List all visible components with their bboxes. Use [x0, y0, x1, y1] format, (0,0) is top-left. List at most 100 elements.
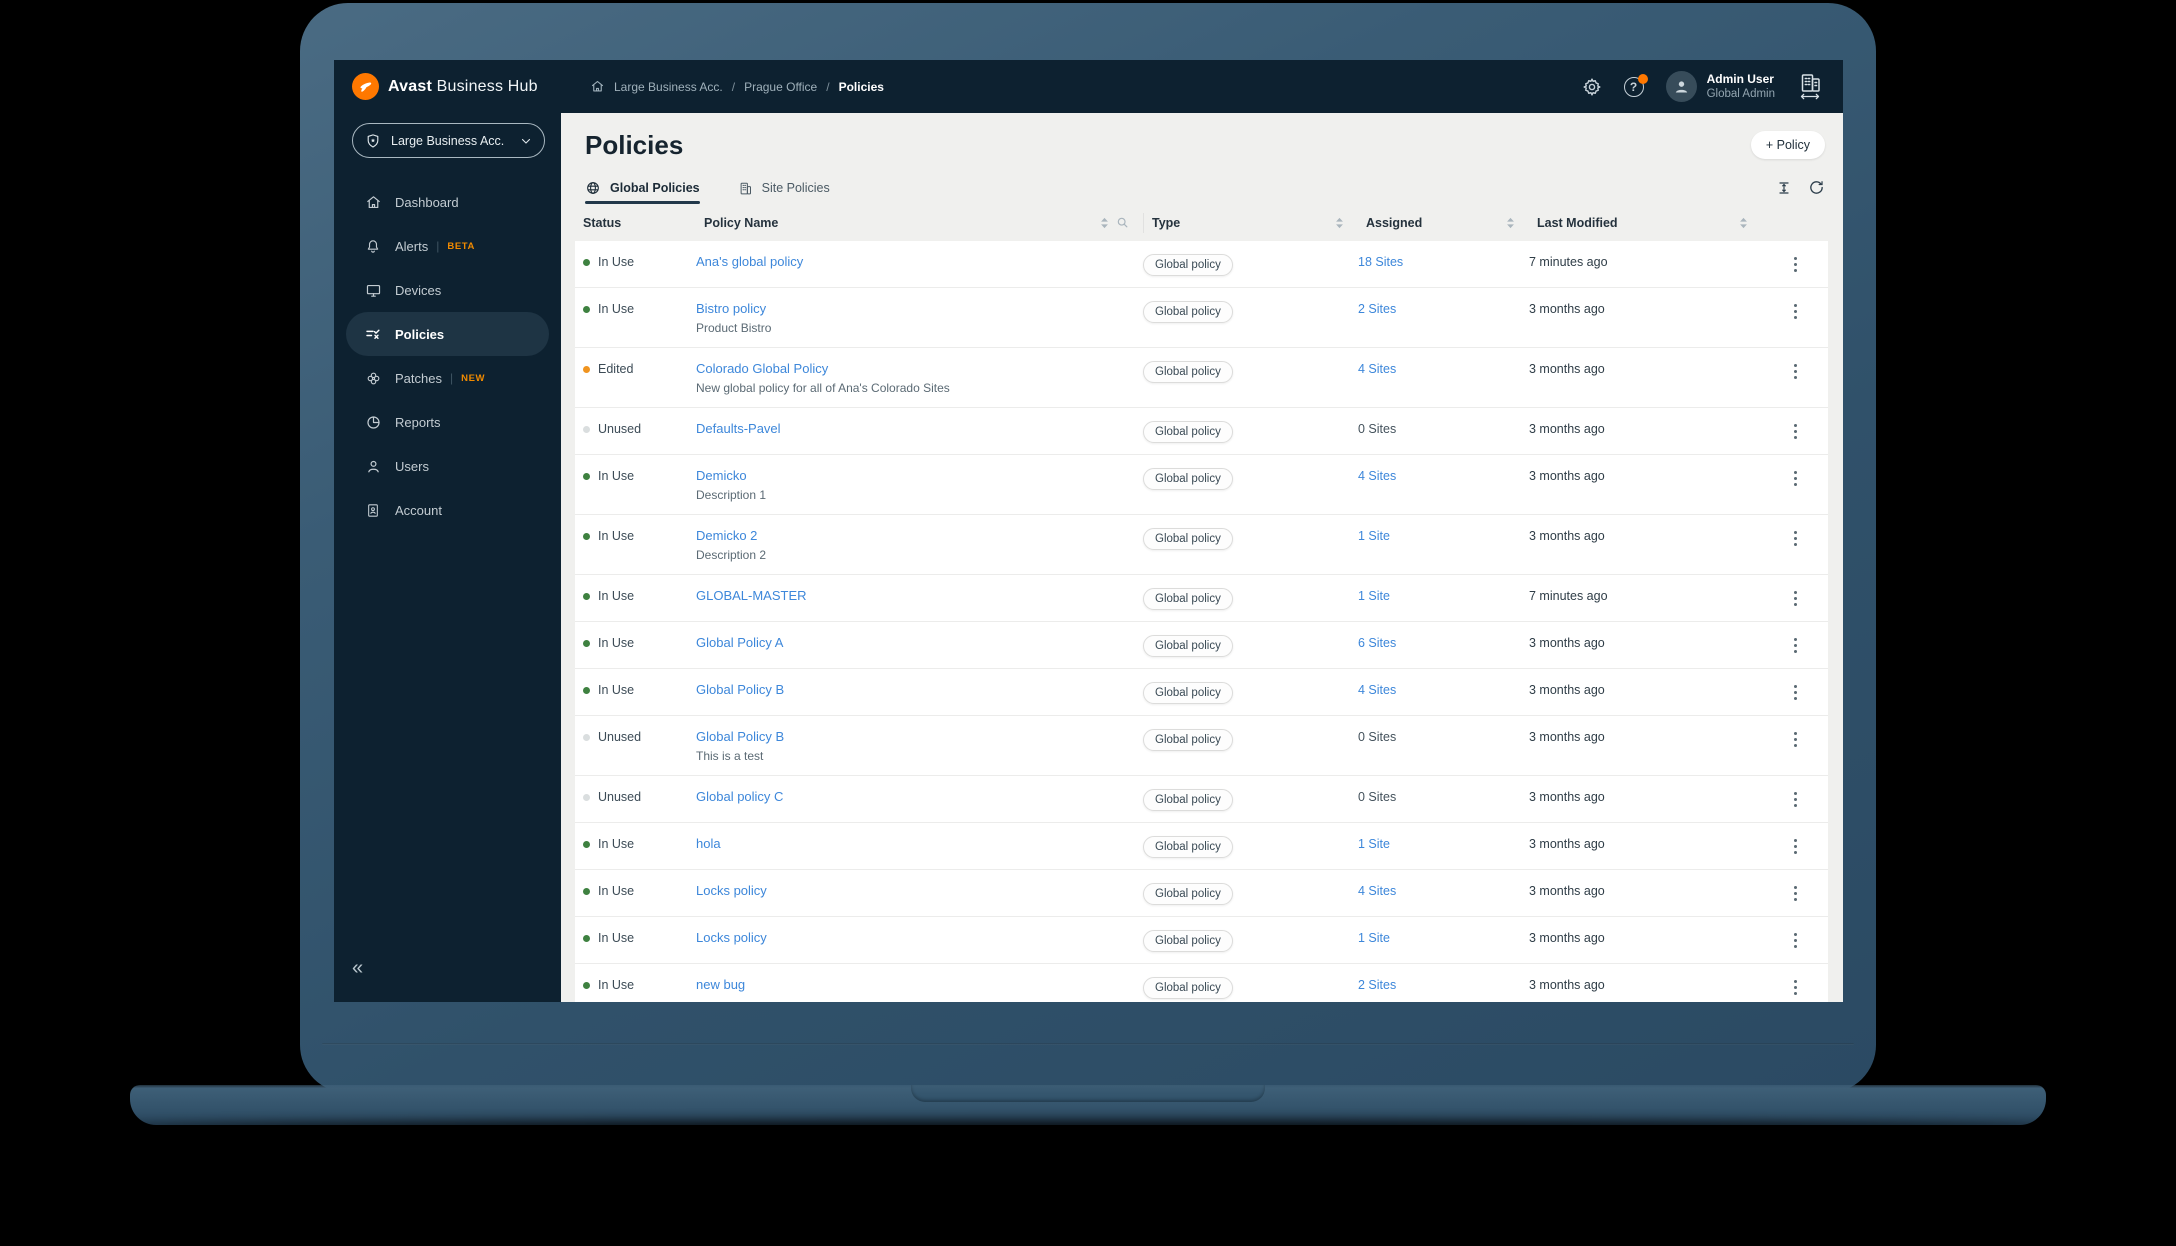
assigned-sites[interactable]: 4 Sites	[1358, 362, 1397, 376]
table-row[interactable]: In Use Ana's global policy Global policy…	[575, 241, 1828, 287]
settings-gear-icon[interactable]	[1582, 77, 1602, 97]
sidebar-item-dashboard[interactable]: Dashboard	[346, 180, 549, 224]
row-menu-button[interactable]	[1762, 977, 1828, 997]
company-switcher-icon[interactable]	[1797, 73, 1823, 100]
kebab-icon	[1793, 730, 1797, 749]
table-row[interactable]: In Use new bug Global policy 2 Sites 3 m…	[575, 963, 1828, 1002]
row-menu-button[interactable]	[1762, 836, 1828, 856]
type-cell: Global policy	[1143, 729, 1358, 751]
sidebar-item-reports[interactable]: Reports	[346, 400, 549, 444]
sidebar-collapse-button[interactable]: «	[352, 957, 364, 979]
assigned-sites[interactable]: 18 Sites	[1358, 255, 1404, 269]
row-menu-button[interactable]	[1762, 254, 1828, 274]
assigned-sites[interactable]: 1 Site	[1358, 529, 1390, 543]
kebab-icon	[1793, 469, 1797, 488]
row-menu-button[interactable]	[1762, 930, 1828, 950]
status-label: In Use	[598, 302, 635, 316]
status-label: Unused	[598, 422, 642, 436]
sort-icon[interactable]	[1506, 217, 1515, 229]
help-icon[interactable]: ?	[1623, 73, 1648, 97]
type-cell: Global policy	[1143, 468, 1358, 490]
row-menu-button[interactable]	[1762, 468, 1828, 488]
row-menu-button[interactable]	[1762, 789, 1828, 809]
assigned-sites[interactable]: 4 Sites	[1358, 469, 1397, 483]
policy-name-link[interactable]: Ana's global policy	[696, 254, 804, 269]
row-menu-button[interactable]	[1762, 421, 1828, 441]
policy-name-link[interactable]: new bug	[696, 977, 746, 992]
table-row[interactable]: In Use Locks policy Global policy 4 Site…	[575, 869, 1828, 916]
sidebar-item-account[interactable]: Account	[346, 488, 549, 532]
tab-global-policies[interactable]: Global Policies	[585, 180, 700, 204]
row-menu-button[interactable]	[1762, 361, 1828, 381]
policy-name-link[interactable]: Bistro policy	[696, 301, 767, 316]
table-row[interactable]: In Use Global Policy B Global policy 4 S…	[575, 668, 1828, 715]
page-title: Policies	[585, 130, 684, 160]
policy-name-link[interactable]: GLOBAL-MASTER	[696, 588, 807, 603]
policy-name-link[interactable]: Global policy C	[696, 789, 784, 804]
sidebar-item-patches[interactable]: Patches | NEW	[346, 356, 549, 400]
breadcrumb-item-site[interactable]: Prague Office	[744, 79, 818, 94]
policy-name-link[interactable]: Defaults-Pavel	[696, 421, 781, 436]
sidebar-item-alerts[interactable]: Alerts | BETA	[346, 224, 549, 268]
breadcrumb-item-account[interactable]: Large Business Acc.	[614, 79, 723, 94]
table-row[interactable]: In Use Global Policy A Global policy 6 S…	[575, 621, 1828, 668]
assigned-sites[interactable]: 1 Site	[1358, 589, 1390, 603]
table-row[interactable]: Edited Colorado Global Policy New global…	[575, 347, 1828, 407]
table-row[interactable]: In Use Locks policy Global policy 1 Site…	[575, 916, 1828, 963]
assigned-sites[interactable]: 1 Site	[1358, 931, 1390, 945]
table-row[interactable]: Unused Defaults-Pavel Global policy 0 Si…	[575, 407, 1828, 454]
assigned-sites[interactable]: 1 Site	[1358, 837, 1390, 851]
last-modified: 3 months ago	[1529, 302, 1605, 316]
type-cell: Global policy	[1143, 635, 1358, 657]
policy-name-link[interactable]: Global Policy A	[696, 635, 784, 650]
row-menu-button[interactable]	[1762, 588, 1828, 608]
assigned-sites[interactable]: 2 Sites	[1358, 978, 1397, 992]
sidebar-item-policies[interactable]: Policies	[346, 312, 549, 356]
row-menu-button[interactable]	[1762, 729, 1828, 749]
table-row[interactable]: In Use GLOBAL-MASTER Global policy 1 Sit…	[575, 574, 1828, 621]
policy-name-link[interactable]: Demicko 2	[696, 528, 758, 543]
policy-name-cell: Global policy C	[696, 789, 1143, 805]
assigned-sites[interactable]: 2 Sites	[1358, 302, 1397, 316]
status-dot	[583, 532, 590, 540]
policy-name-link[interactable]: Global Policy B	[696, 682, 785, 697]
row-menu-button[interactable]	[1762, 682, 1828, 702]
assigned-sites[interactable]: 6 Sites	[1358, 636, 1397, 650]
status-dot	[583, 981, 590, 989]
table-row[interactable]: In Use Demicko Description 1 Global poli…	[575, 454, 1828, 514]
row-menu-button[interactable]	[1762, 301, 1828, 321]
tab-site-policies[interactable]: Site Policies	[738, 180, 830, 204]
sidebar-item-label: Policies	[395, 326, 445, 342]
policy-name-cell: Global Policy B This is a test	[696, 729, 1143, 764]
user-menu[interactable]: Admin User Global Admin	[1665, 71, 1775, 102]
row-menu-button[interactable]	[1762, 528, 1828, 548]
table-row[interactable]: In Use Demicko 2 Description 2 Global po…	[575, 514, 1828, 574]
assigned-sites: 0 Sites	[1358, 422, 1397, 436]
assigned-sites[interactable]: 4 Sites	[1358, 884, 1397, 898]
table-row[interactable]: In Use hola Global policy 1 Site 3 month…	[575, 822, 1828, 869]
policy-name-link[interactable]: hola	[696, 836, 721, 851]
policy-name-link[interactable]: Locks policy	[696, 930, 767, 945]
search-icon[interactable]	[1116, 216, 1129, 229]
header-status: Status	[583, 215, 622, 230]
row-height-icon[interactable]	[1776, 180, 1792, 196]
table-row[interactable]: Unused Global Policy B This is a test Gl…	[575, 715, 1828, 775]
policy-name-link[interactable]: Colorado Global Policy	[696, 361, 829, 376]
assigned-sites[interactable]: 4 Sites	[1358, 683, 1397, 697]
add-policy-button[interactable]: + Policy	[1750, 131, 1825, 159]
sort-icon[interactable]	[1100, 217, 1109, 229]
policy-name-link[interactable]: Demicko	[696, 468, 747, 483]
row-menu-button[interactable]	[1762, 883, 1828, 903]
sort-icon[interactable]	[1739, 217, 1748, 229]
table-row[interactable]: Unused Global policy C Global policy 0 S…	[575, 775, 1828, 822]
row-menu-button[interactable]	[1762, 635, 1828, 655]
sort-icon[interactable]	[1335, 217, 1344, 229]
policy-name-link[interactable]: Global Policy B	[696, 729, 785, 744]
sidebar-item-users[interactable]: Users	[346, 444, 549, 488]
table-row[interactable]: In Use Bistro policy Product Bistro Glob…	[575, 287, 1828, 347]
refresh-icon[interactable]	[1808, 179, 1825, 196]
account-selector[interactable]: Large Business Acc.	[352, 123, 545, 158]
sidebar-item-devices[interactable]: Devices	[346, 268, 549, 312]
status-dot	[583, 887, 590, 895]
policy-name-link[interactable]: Locks policy	[696, 883, 767, 898]
